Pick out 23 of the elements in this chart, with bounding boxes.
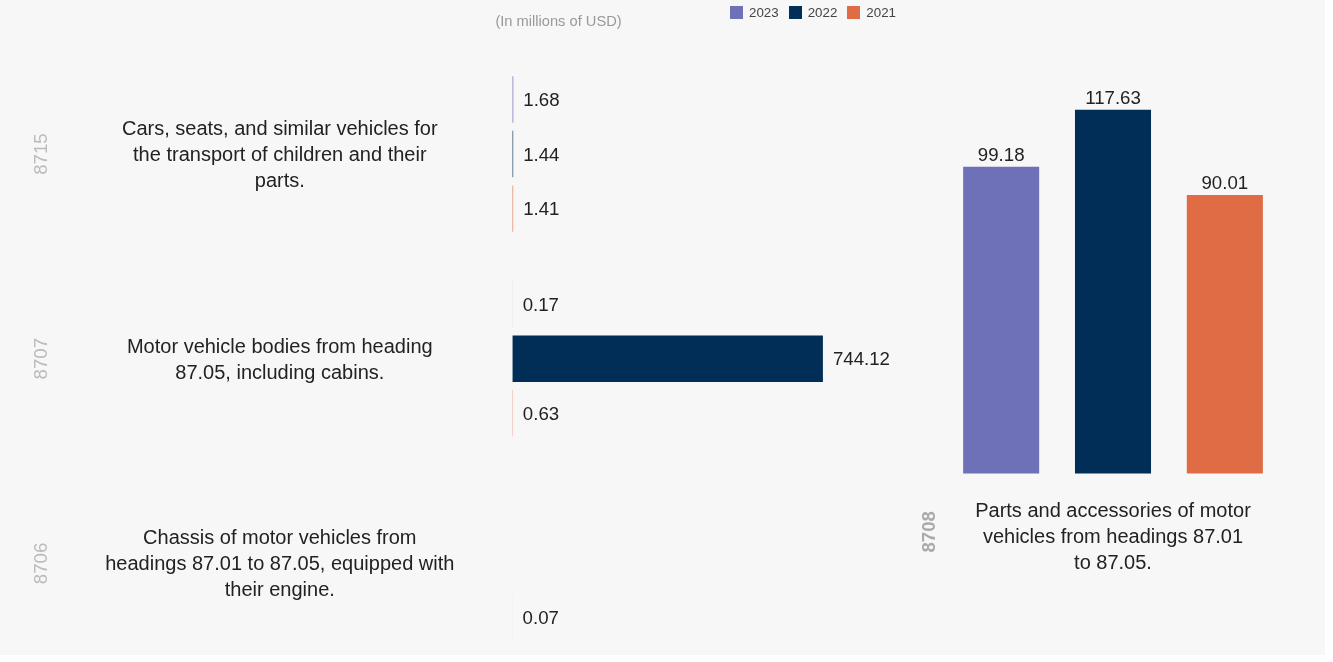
y-tick-label: Motor vehicle bodies from heading 87.05, including cabins.: [126, 334, 433, 383]
data-label: 99.18: [977, 143, 1025, 165]
legend-label: 2021: [866, 4, 896, 20]
data-label: 0.07: [522, 607, 559, 629]
text: 8715: [30, 133, 51, 175]
data-label: 0.63: [522, 402, 560, 424]
text: 8706: [30, 542, 51, 585]
data-label: 1.68: [523, 88, 560, 110]
data-label: 90.01: [1201, 172, 1249, 194]
data-label: 1.44: [523, 143, 560, 165]
text: 8708: [917, 511, 939, 553]
x-axis-title: Parts and accessories of motor vehicles from headings 87.01 to 87.05.: [975, 498, 1252, 573]
chart-subtitle: (In millions of USD): [495, 12, 622, 29]
y-tick-label: Cars, seats, and similar vehicles for the transport of children and their parts.: [121, 117, 438, 192]
y-tick-label: Chassis of motor vehicles from headings 87.01 to 87.05, equipped with their engine.: [105, 526, 455, 601]
data-label: 117.63: [1085, 86, 1141, 108]
text: 8707: [30, 337, 51, 380]
data-label: 0.17: [522, 293, 559, 315]
legend-label: 2023: [749, 4, 779, 20]
data-label: 744.12: [832, 348, 890, 370]
bar: [512, 335, 823, 382]
legend-label: 2022: [807, 4, 838, 20]
data-label: 1.41: [523, 198, 560, 220]
